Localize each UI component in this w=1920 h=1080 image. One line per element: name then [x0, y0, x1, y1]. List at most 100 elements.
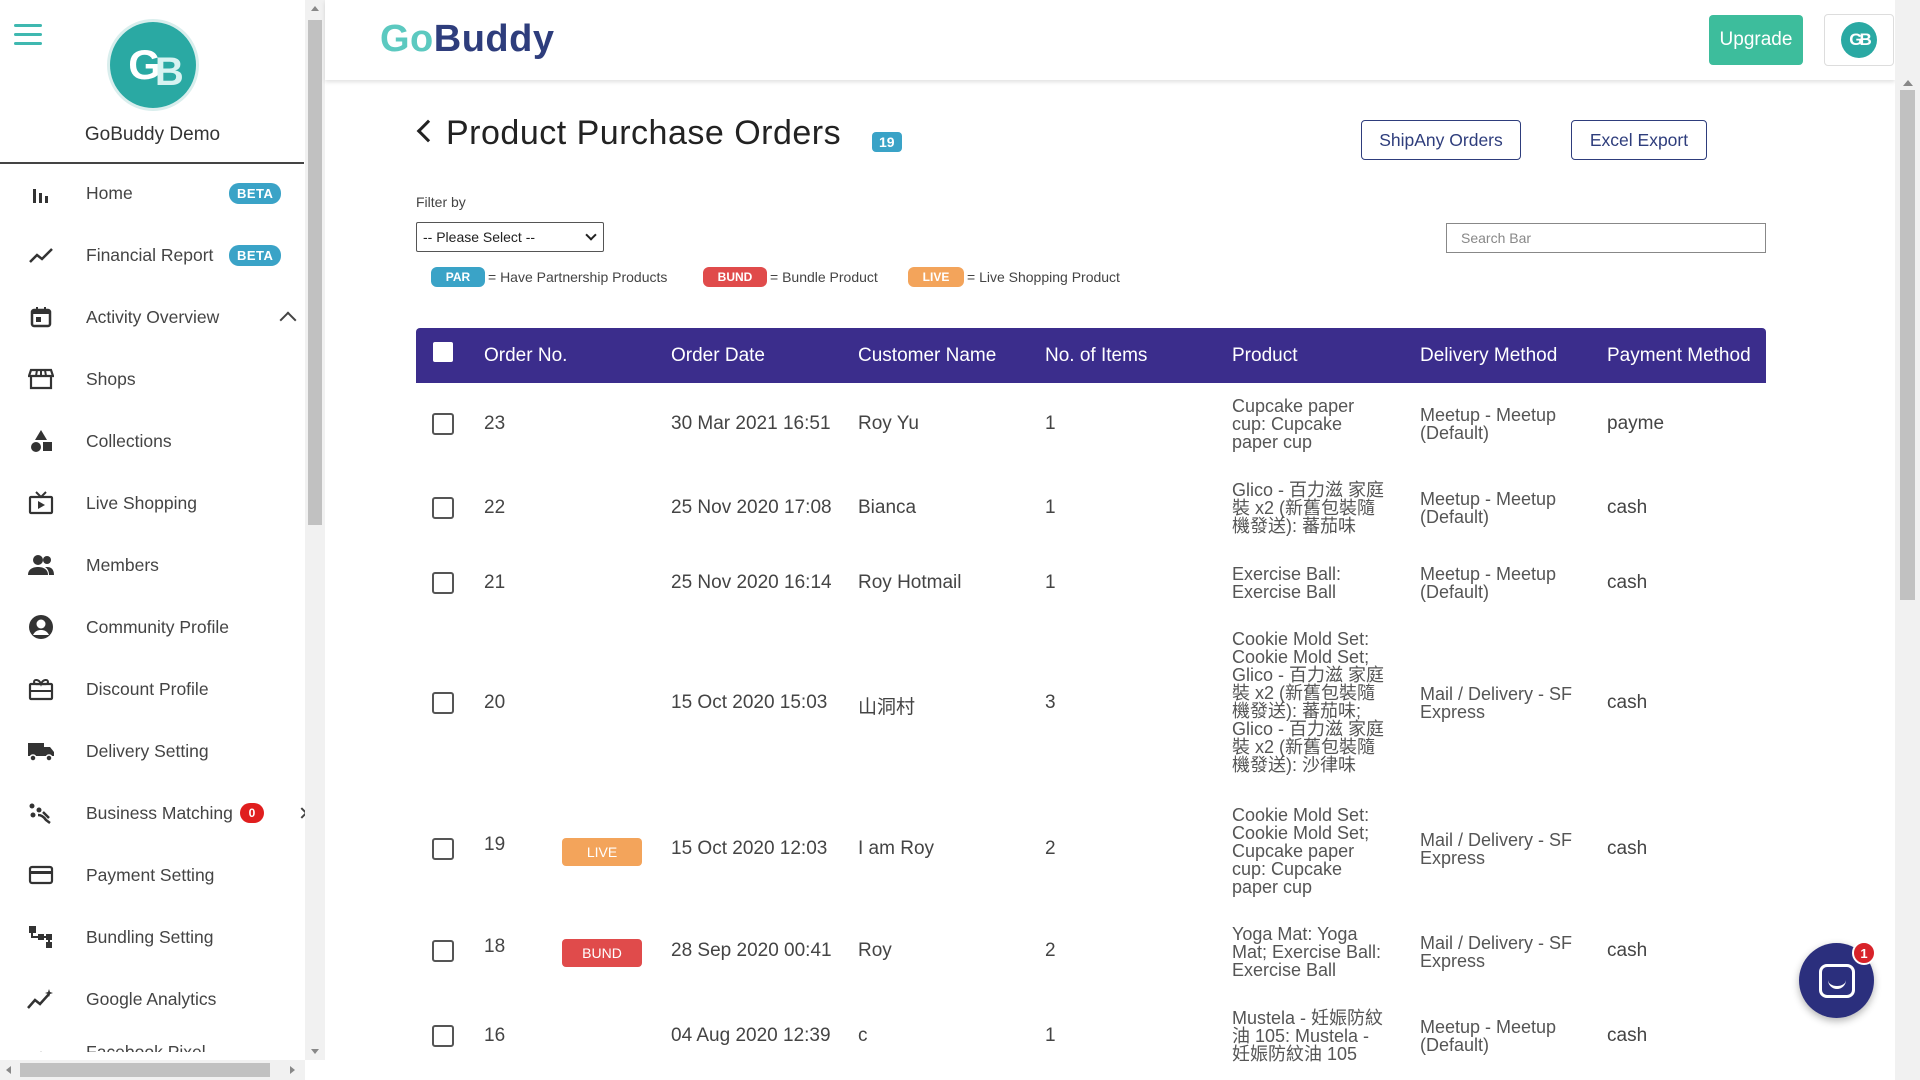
scrollbar-thumb[interactable]	[308, 20, 322, 525]
sidebar-item-activity-overview[interactable]: Activity Overview	[0, 286, 305, 348]
item-count: 2	[1045, 940, 1056, 961]
column-header[interactable]: Payment Method	[1607, 345, 1751, 366]
sidebar-item-label: Bundling Setting	[86, 926, 214, 947]
row-checkbox[interactable]	[432, 572, 454, 594]
table-row[interactable]: 23 30 Mar 2021 16:51 Roy Yu 1 Cupcake pa…	[416, 395, 1766, 455]
upgrade-button[interactable]: Upgrade	[1709, 15, 1803, 65]
gobuddy-logo[interactable]: GoBuddy	[380, 18, 555, 60]
product-cell: Exercise Ball: Exercise Ball	[1232, 564, 1342, 602]
sidebar-item-community-profile[interactable]: Community Profile	[0, 596, 305, 658]
sidebar-item-discount-profile[interactable]: Discount Profile	[0, 658, 305, 720]
customer-name: c	[858, 1025, 868, 1046]
scroll-up-arrow-icon[interactable]	[1903, 80, 1913, 86]
scroll-right-arrow-icon[interactable]	[290, 1066, 295, 1074]
row-checkbox[interactable]	[432, 497, 454, 519]
truck-icon	[27, 737, 55, 765]
legend-text: = Have Partnership Products	[488, 269, 668, 285]
live-tag: LIVE	[908, 267, 964, 287]
sidebar-item-bundling-setting[interactable]: Bundling Setting	[0, 906, 305, 968]
sidebar-item-label: Shops	[86, 368, 136, 389]
search-input[interactable]	[1446, 223, 1766, 253]
excel-export-button[interactable]: Excel Export	[1571, 120, 1707, 160]
sidebar-item-live-shopping[interactable]: Live Shopping	[0, 472, 305, 534]
table-row[interactable]: 16 04 Aug 2020 12:39 c 1 Mustela - 妊娠防紋油…	[416, 1006, 1766, 1066]
chevron-up-icon[interactable]	[279, 311, 297, 329]
row-checkbox[interactable]	[432, 413, 454, 435]
gift-card-icon	[27, 675, 55, 703]
user-avatar: GB	[1841, 22, 1877, 58]
legend-par: PAR = Have Partnership Products	[431, 266, 667, 288]
sidebar-item-collections[interactable]: Collections	[0, 410, 305, 472]
column-header[interactable]: Order Date	[671, 345, 765, 366]
item-count: 3	[1045, 692, 1056, 713]
sidebar-item-facebook-pixel[interactable]: Facebook Pixel	[0, 1030, 305, 1052]
order-number: 21	[484, 572, 506, 593]
scrollbar-thumb[interactable]	[20, 1063, 270, 1077]
row-checkbox[interactable]	[432, 940, 454, 962]
back-chevron-icon[interactable]	[416, 119, 440, 143]
sidebar-item-delivery-setting[interactable]: Delivery Setting	[0, 720, 305, 782]
shipany-orders-button[interactable]: ShipAny Orders	[1361, 120, 1521, 160]
customer-name: Bianca	[858, 497, 917, 518]
bund-tag: BUND	[562, 939, 642, 967]
table-row[interactable]: 20 15 Oct 2020 15:03 山洞村 3 Cookie Mold S…	[416, 630, 1766, 776]
sidebar-item-label: Payment Setting	[86, 864, 215, 885]
payment-method: cash	[1607, 1025, 1648, 1046]
scroll-left-arrow-icon[interactable]	[6, 1066, 11, 1074]
table-row[interactable]: 18 BUND 28 Sep 2020 00:41 Roy 2 Yoga Mat…	[416, 922, 1766, 982]
sidebar-nav: Home BETA Financial Report BETA Activity…	[0, 162, 308, 1052]
scroll-up-arrow-icon[interactable]	[311, 6, 319, 11]
row-checkbox[interactable]	[432, 692, 454, 714]
table-row[interactable]: 21 25 Nov 2020 16:14 Roy Hotmail 1 Exerc…	[416, 556, 1766, 610]
sidebar-item-home[interactable]: Home BETA	[0, 162, 305, 224]
sidebar-item-financial-report[interactable]: Financial Report BETA	[0, 224, 305, 286]
column-header[interactable]: Customer Name	[858, 345, 997, 366]
legend-text: = Bundle Product	[770, 269, 878, 285]
sidebar-vertical-scrollbar[interactable]	[305, 0, 325, 1060]
sidebar-item-business-matching[interactable]: Business Matching 0	[0, 782, 308, 844]
sidebar-item-label: Community Profile	[86, 616, 229, 637]
calendar-icon	[27, 303, 55, 331]
sidebar-item-label: Discount Profile	[86, 678, 209, 699]
beta-badge: BETA	[229, 182, 282, 204]
customer-name: I am Roy	[858, 838, 935, 859]
table-row[interactable]: 22 25 Nov 2020 17:08 Bianca 1 Glico - 百力…	[416, 478, 1766, 538]
column-header[interactable]: No. of Items	[1045, 345, 1148, 366]
sidebar-item-label: Financial Report	[86, 244, 214, 265]
legend-bund: BUND = Bundle Product	[703, 266, 878, 288]
scrollbar-thumb[interactable]	[1900, 90, 1915, 600]
order-date: 28 Sep 2020 00:41	[671, 940, 832, 961]
product-cell: Cupcake paper cup: Cupcake paper cup	[1232, 396, 1355, 452]
sidebar-item-payment-setting[interactable]: Payment Setting	[0, 844, 305, 906]
order-count-badge: 19	[872, 132, 902, 152]
delivery-method: Mail / Delivery - SF Express	[1420, 830, 1573, 868]
sidebar-item-label: Business Matching	[86, 802, 233, 823]
sidebar-item-shops[interactable]: Shops	[0, 348, 305, 410]
shapes-icon	[27, 427, 55, 455]
column-header[interactable]: Delivery Method	[1420, 345, 1558, 366]
column-header[interactable]: Order No.	[484, 345, 568, 366]
table-row[interactable]: 19 LIVE 15 Oct 2020 12:03 I am Roy 2 Coo…	[416, 804, 1766, 898]
order-date: 25 Nov 2020 16:14	[671, 572, 832, 593]
column-header[interactable]: Product	[1232, 345, 1298, 366]
scroll-down-arrow-icon[interactable]	[311, 1049, 319, 1054]
delivery-method: Meetup - Meetup (Default)	[1420, 564, 1557, 602]
sidebar-item-google-analytics[interactable]: Google Analytics	[0, 968, 305, 1030]
hamburger-menu-icon[interactable]	[14, 24, 42, 46]
product-cell: Cookie Mold Set: Cookie Mold Set; Glico …	[1232, 629, 1385, 775]
sidebar-horizontal-scrollbar[interactable]	[0, 1060, 305, 1080]
main-vertical-scrollbar[interactable]	[1895, 0, 1920, 1080]
order-number: 22	[484, 497, 506, 518]
filter-select[interactable]: -- Please Select --	[416, 222, 604, 252]
account-circle-icon	[27, 613, 55, 641]
order-number: 20	[484, 692, 506, 713]
row-checkbox[interactable]	[432, 1025, 454, 1047]
sidebar-item-label: Delivery Setting	[86, 740, 209, 761]
select-all-checkbox[interactable]	[433, 342, 453, 362]
user-menu-button[interactable]: GB	[1824, 14, 1894, 66]
row-checkbox[interactable]	[432, 838, 454, 860]
bund-tag: BUND	[703, 267, 767, 287]
sidebar-item-label: Google Analytics	[86, 988, 217, 1009]
sidebar-item-members[interactable]: Members	[0, 534, 305, 596]
